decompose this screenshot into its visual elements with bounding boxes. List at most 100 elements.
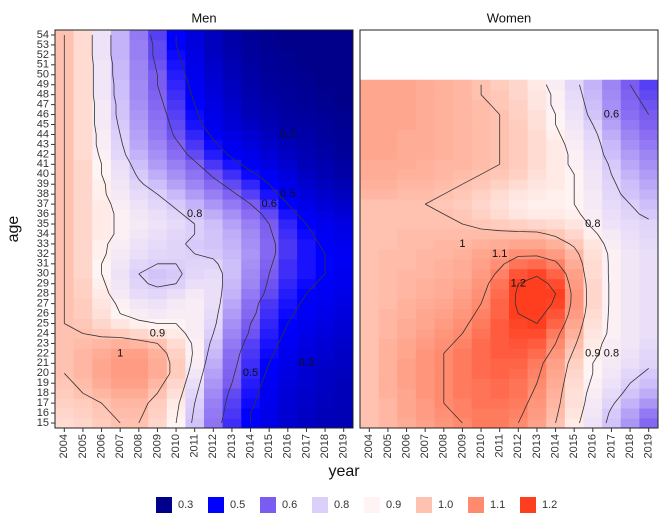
cell (73, 398, 93, 409)
cell (602, 368, 622, 379)
panel-border (54, 29, 354, 429)
cell (278, 30, 298, 41)
cell (110, 189, 130, 200)
cell (241, 308, 261, 319)
cell (92, 229, 112, 240)
cell (397, 418, 417, 429)
cell (397, 398, 417, 409)
y-tick-label: 15 (37, 417, 49, 429)
cell (564, 119, 584, 130)
cell (297, 248, 317, 260)
legend-label: 1.0 (438, 499, 453, 511)
cell (564, 308, 584, 319)
cell (620, 368, 640, 379)
cell (546, 149, 566, 160)
y-tick-label: 54 (37, 29, 49, 41)
cell (583, 79, 603, 91)
cell (297, 338, 317, 349)
cell (334, 109, 354, 120)
cell (490, 229, 510, 240)
cell (185, 348, 205, 359)
cell (204, 368, 224, 379)
cell (490, 408, 510, 419)
cell (129, 308, 149, 319)
cell (148, 238, 168, 250)
cell (259, 129, 279, 140)
cell (73, 378, 93, 389)
cell (639, 388, 659, 399)
cell (471, 229, 491, 240)
cell (527, 288, 547, 300)
cell (166, 179, 186, 190)
cell (620, 348, 640, 359)
cell (204, 398, 224, 409)
cell (297, 159, 317, 170)
cell (278, 328, 298, 339)
cell (315, 139, 335, 150)
cell (241, 298, 261, 309)
cell (620, 189, 640, 200)
cell (620, 358, 640, 369)
contour-line (425, 84, 587, 424)
cell (397, 89, 417, 101)
cell (415, 268, 435, 280)
cell (241, 149, 261, 160)
y-tick-label: 40 (37, 168, 49, 180)
cell (129, 179, 149, 190)
cell (185, 209, 205, 220)
cell (639, 248, 659, 260)
cell (241, 398, 261, 409)
cell (148, 278, 168, 290)
cell (471, 99, 491, 110)
cell (297, 209, 317, 220)
cell (639, 129, 659, 140)
cell (297, 39, 317, 51)
cell (278, 49, 298, 61)
cell (185, 408, 205, 419)
cell (453, 318, 473, 329)
cell (166, 268, 186, 280)
cell (639, 288, 659, 300)
cell (397, 328, 417, 339)
cell (509, 368, 529, 379)
cell (602, 89, 622, 101)
cell (620, 278, 640, 290)
cell (334, 288, 354, 300)
cell (297, 229, 317, 240)
cell (564, 109, 584, 120)
cell (297, 328, 317, 339)
cell (92, 49, 112, 61)
y-tick-label: 35 (37, 218, 49, 230)
cell (583, 288, 603, 300)
cell (166, 79, 186, 91)
cell (602, 348, 622, 359)
cell (148, 129, 168, 140)
cell (639, 358, 659, 369)
cell (527, 119, 547, 130)
cell (434, 199, 454, 210)
cell (415, 229, 435, 240)
cell (527, 418, 547, 429)
cell (110, 229, 130, 240)
cell (110, 169, 130, 180)
cell (415, 318, 435, 329)
cell (453, 338, 473, 349)
cell (129, 79, 149, 91)
cell (639, 209, 659, 220)
cell (278, 229, 298, 240)
cell (453, 378, 473, 389)
cell (378, 318, 398, 329)
cell (509, 398, 529, 409)
y-tick-label: 22 (37, 347, 49, 359)
cell (509, 119, 529, 130)
cell (110, 209, 130, 220)
cell (583, 179, 603, 190)
cell (546, 278, 566, 290)
cell (471, 248, 491, 260)
cell (297, 169, 317, 180)
cell (509, 318, 529, 329)
cell (110, 378, 130, 389)
cell (639, 199, 659, 210)
legend-swatch (416, 497, 432, 513)
cell (471, 149, 491, 160)
